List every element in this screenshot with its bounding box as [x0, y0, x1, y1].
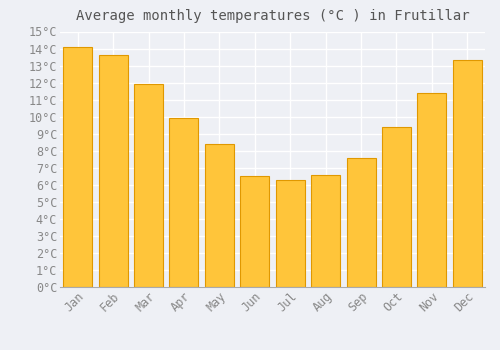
Bar	[382, 127, 411, 287]
Bar	[276, 180, 304, 287]
Title: Average monthly temperatures (°C ) in Frutillar: Average monthly temperatures (°C ) in Fr…	[76, 9, 469, 23]
Bar	[170, 118, 198, 287]
Bar	[418, 93, 446, 287]
Bar	[311, 175, 340, 287]
Bar	[63, 47, 92, 287]
Bar	[453, 61, 482, 287]
Bar	[134, 84, 163, 287]
Bar	[98, 55, 128, 287]
Bar	[346, 158, 376, 287]
Bar	[205, 144, 234, 287]
Bar	[240, 176, 270, 287]
